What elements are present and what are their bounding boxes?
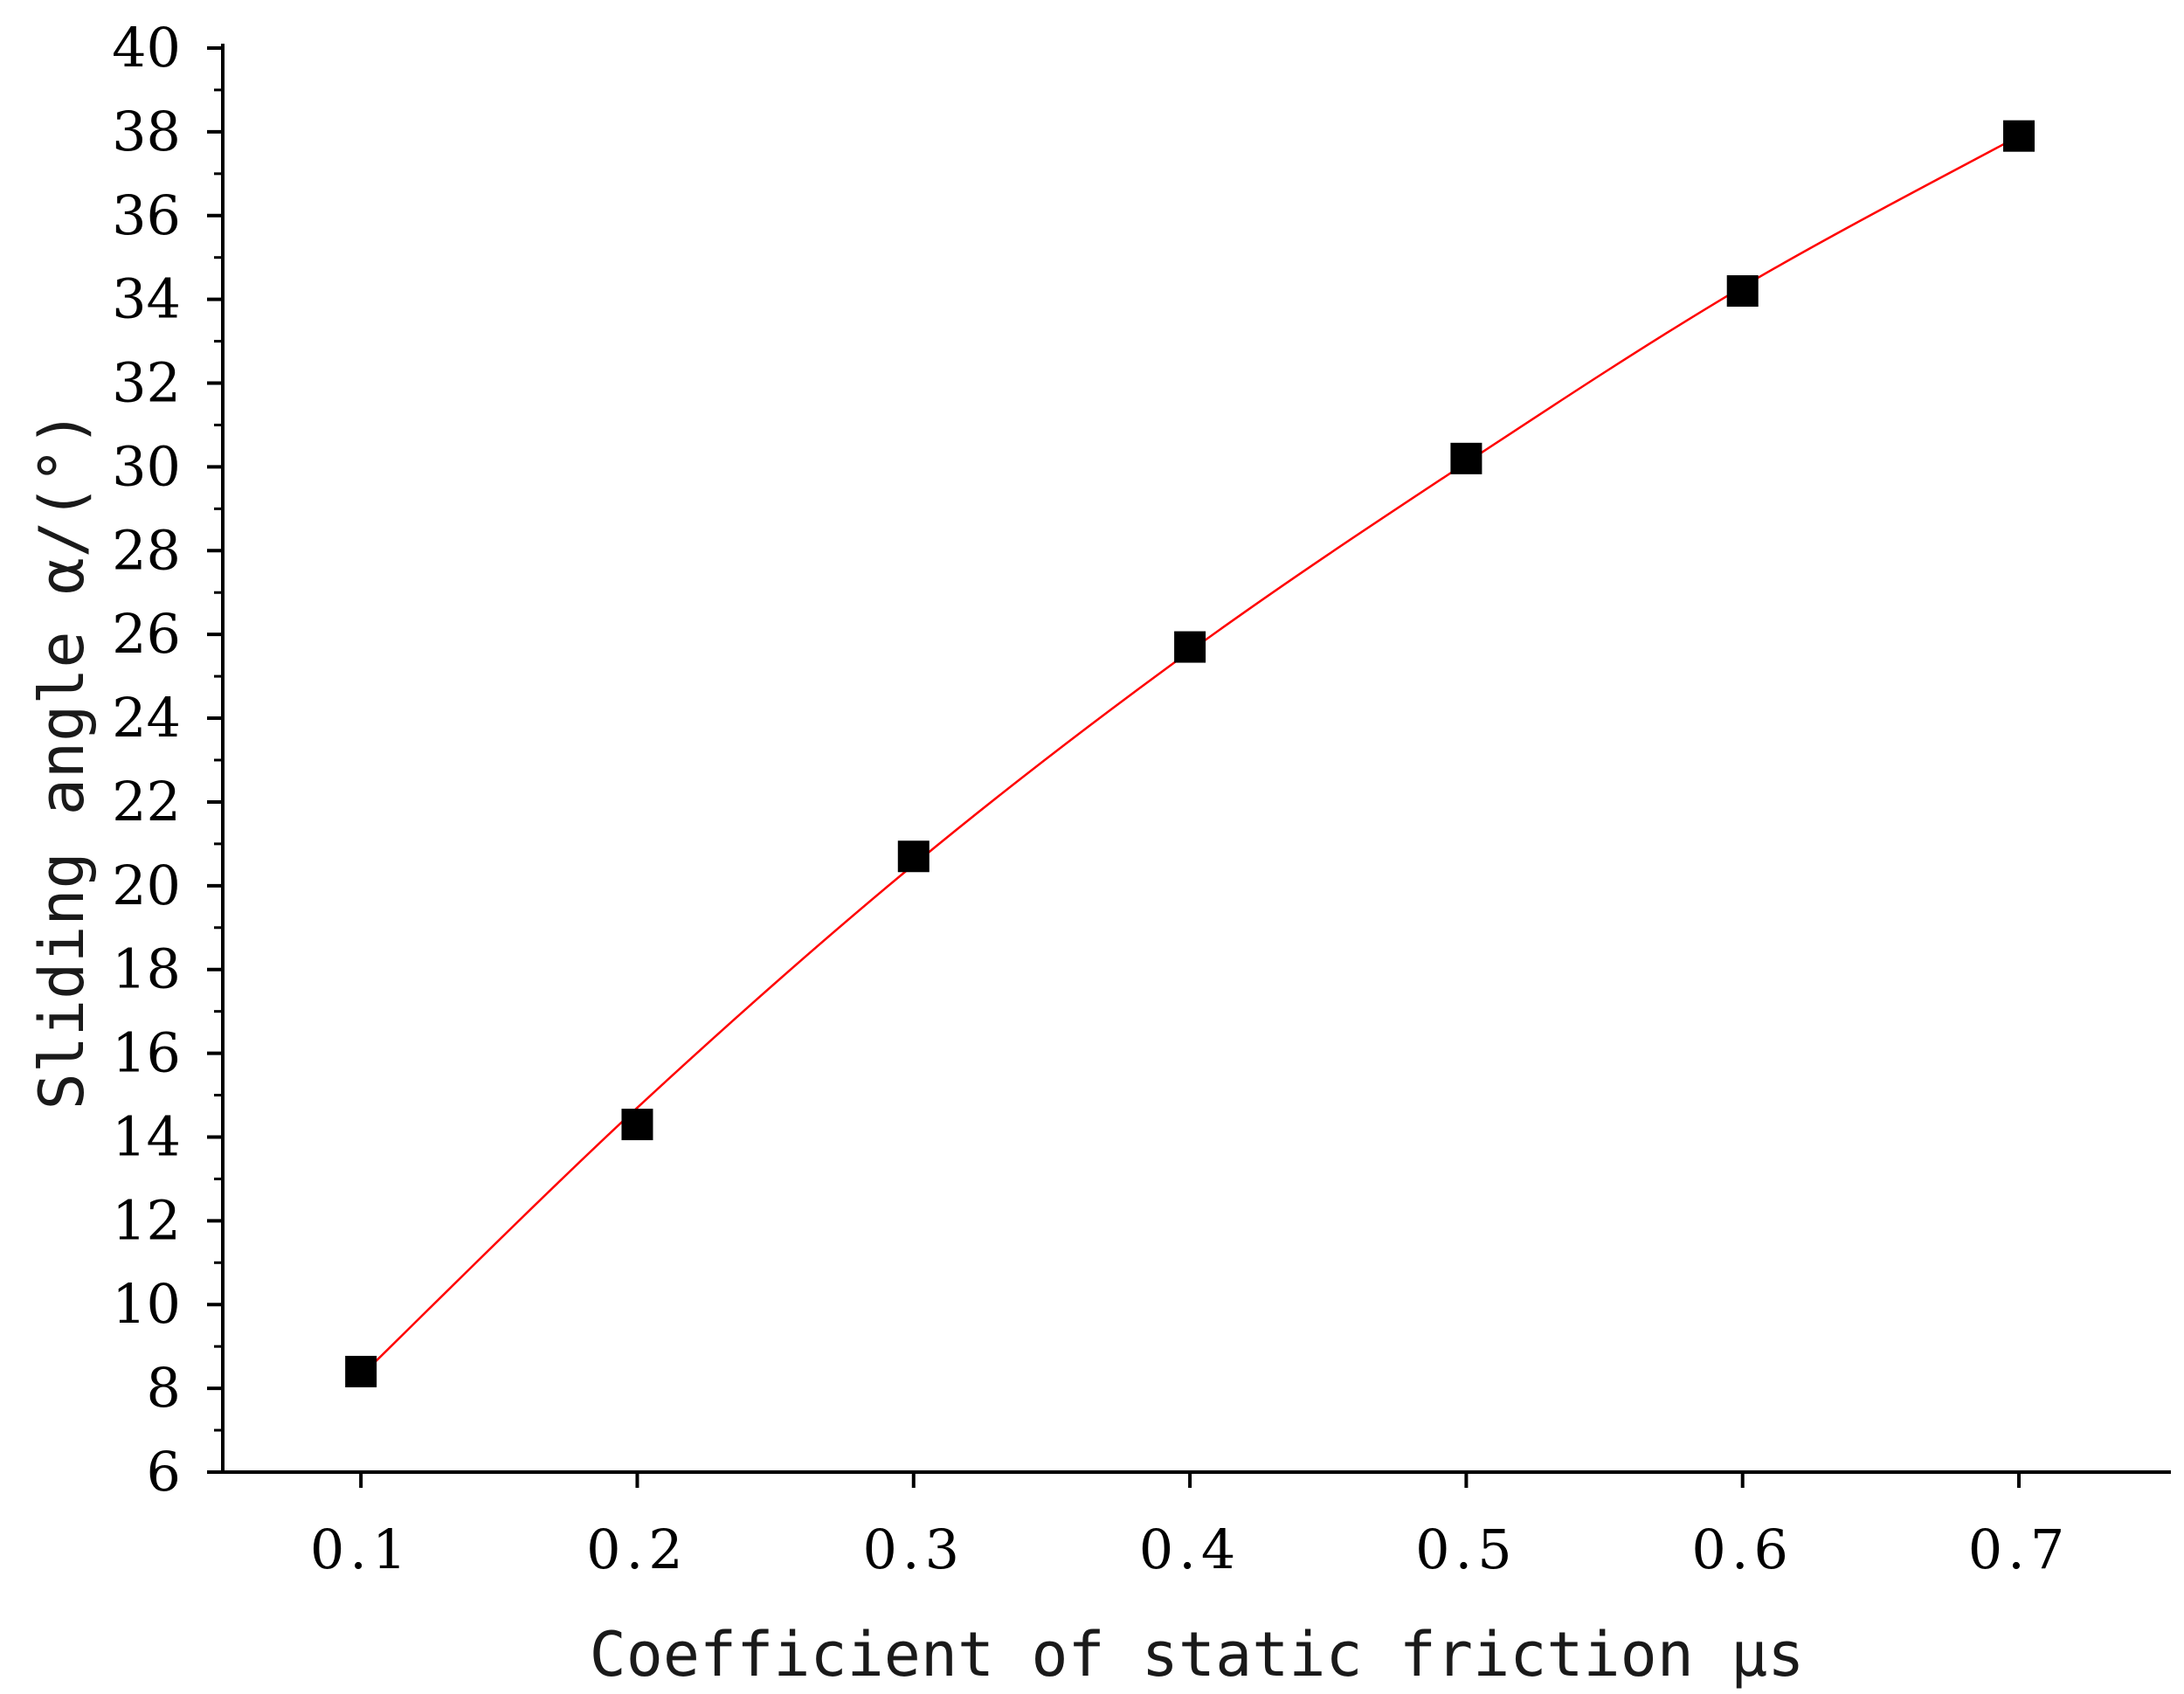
y-tick-label: 40 <box>112 16 181 80</box>
data-point <box>2003 120 2035 152</box>
y-tick-label: 24 <box>112 686 181 750</box>
x-tick-label: 0.1 <box>310 1518 412 1581</box>
y-tick-label: 38 <box>112 100 181 163</box>
y-tick-label: 20 <box>112 854 181 917</box>
x-tick-label: 0.3 <box>862 1518 964 1581</box>
data-point <box>1726 275 1759 308</box>
x-tick-label: 0.7 <box>1968 1518 2070 1581</box>
y-tick-label: 30 <box>112 434 181 498</box>
data-point <box>1174 631 1206 663</box>
y-tick-label: 14 <box>112 1104 181 1168</box>
x-tick-label: 0.6 <box>1691 1518 1794 1581</box>
y-tick-label: 6 <box>147 1440 181 1504</box>
y-tick-label: 10 <box>112 1272 181 1336</box>
x-tick-label: 0.4 <box>1139 1518 1241 1581</box>
y-tick-label: 32 <box>112 351 181 415</box>
data-point <box>621 1109 653 1141</box>
fit-curve-group <box>360 135 2020 1377</box>
y-tick-label: 12 <box>112 1188 181 1252</box>
data-point <box>345 1355 377 1387</box>
y-axis-ticks: 6 8 10 12 14 16 18 20 22 24 26 28 30 32 34 36 38 40 <box>112 16 223 1504</box>
y-tick-label: 36 <box>112 183 181 247</box>
x-axis-title: Coefficient of static friction μs <box>590 1619 1805 1691</box>
y-tick-label: 8 <box>147 1356 181 1420</box>
x-axis-ticks: 0.1 0.2 0.3 0.4 0.5 0.6 0.7 <box>310 1472 2070 1581</box>
x-tick-label: 0.5 <box>1415 1518 1517 1581</box>
y-tick-label: 16 <box>112 1021 181 1085</box>
y-tick-label: 34 <box>112 267 181 331</box>
data-point <box>897 840 930 873</box>
y-axis-title: Sliding angle α/(°) <box>26 411 98 1110</box>
fit-curve <box>360 135 2020 1377</box>
data-points-group <box>345 120 2035 1387</box>
y-tick-label: 18 <box>112 937 181 1001</box>
x-tick-label: 0.2 <box>586 1518 688 1581</box>
y-tick-label: 22 <box>112 770 181 833</box>
y-tick-label: 28 <box>112 518 181 582</box>
data-point <box>1450 442 1482 474</box>
y-tick-label: 26 <box>112 602 181 666</box>
axes <box>221 44 2171 1474</box>
